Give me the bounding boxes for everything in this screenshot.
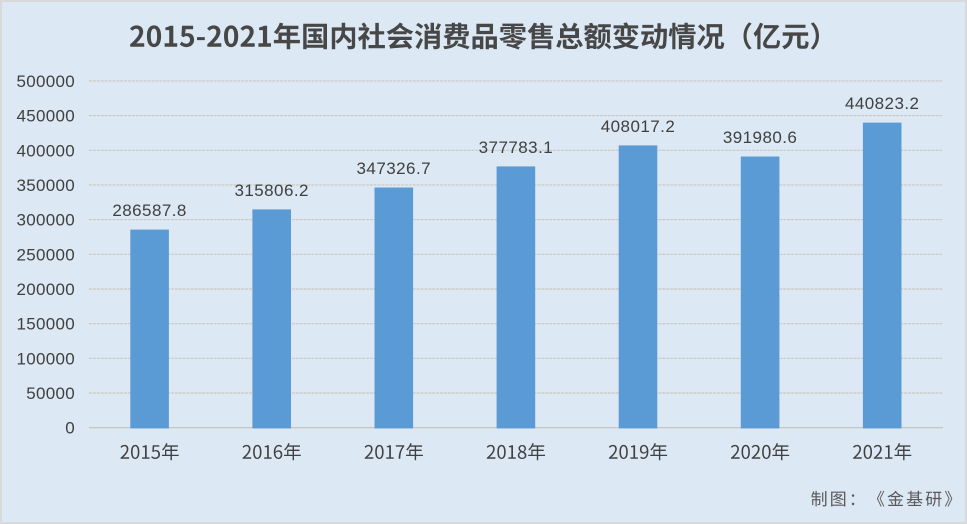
svg-text:377783.1: 377783.1 (479, 138, 554, 157)
svg-text:50000: 50000 (26, 384, 75, 403)
svg-text:0: 0 (65, 419, 75, 438)
svg-text:391980.6: 391980.6 (723, 128, 798, 147)
svg-text:408017.2: 408017.2 (601, 117, 676, 136)
svg-text:350000: 350000 (16, 176, 75, 195)
svg-text:400000: 400000 (16, 141, 75, 160)
svg-text:300000: 300000 (16, 211, 75, 230)
svg-text:150000: 150000 (16, 315, 75, 334)
svg-text:315806.2: 315806.2 (234, 181, 309, 200)
svg-text:450000: 450000 (16, 107, 75, 126)
svg-text:500000: 500000 (16, 72, 75, 91)
svg-text:347326.7: 347326.7 (357, 159, 432, 178)
svg-text:286587.8: 286587.8 (112, 201, 187, 220)
svg-text:250000: 250000 (16, 245, 75, 264)
svg-text:440823.2: 440823.2 (845, 94, 920, 113)
svg-text:200000: 200000 (16, 280, 75, 299)
svg-text:100000: 100000 (16, 349, 75, 368)
